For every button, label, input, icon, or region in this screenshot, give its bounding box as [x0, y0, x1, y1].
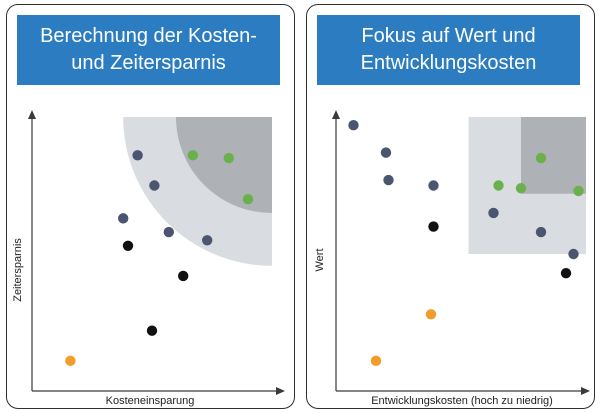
x-axis-arrow — [276, 387, 285, 395]
scatter-plot-right: Entwicklungskosten (hoch zu niedrig) Wer… — [314, 110, 590, 407]
y-axis-label: Zeitersparnis — [12, 238, 24, 302]
data-point-green — [187, 150, 198, 161]
data-point-orange — [425, 309, 437, 320]
data-point-black — [178, 270, 189, 282]
scatter-plot-left: Kosteneinsparung Zeitersparnis — [12, 110, 285, 407]
panel-title-line-2: Entwicklungskosten — [360, 52, 537, 74]
data-point-green — [242, 194, 254, 205]
data-point-black — [146, 325, 158, 336]
panel-title-line-1: Berechnung der Kosten- — [40, 25, 257, 47]
panel-title-banner: Fokus auf Wert und Entwicklungskosten — [317, 15, 580, 85]
data-point-orange — [65, 355, 76, 367]
data-point-black — [122, 240, 134, 251]
data-point-slate — [535, 226, 547, 238]
x-axis-label: Entwicklungskosten (hoch zu niedrig) — [371, 395, 553, 407]
data-point-slate — [118, 213, 129, 224]
data-point-green — [515, 183, 527, 194]
data-point-green — [223, 152, 234, 164]
data-point-slate — [428, 180, 439, 191]
data-point-slate — [380, 147, 392, 158]
panel-title-line-2: und Zeitersparnis — [71, 52, 226, 74]
data-point-slate — [132, 150, 143, 161]
data-point-slate — [163, 226, 174, 238]
panel-right: Fokus auf Wert und Entwicklungskosten En… — [306, 4, 595, 409]
data-point-slate — [202, 235, 213, 246]
x-axis-label: Kosteneinsparung — [106, 395, 195, 407]
panel-left: Berechnung der Kosten- und Zeitersparnis… — [6, 4, 295, 409]
data-point-green — [493, 180, 504, 191]
y-axis-arrow — [28, 110, 36, 119]
y-axis-label: Wert — [314, 248, 326, 271]
data-point-orange — [370, 355, 382, 367]
x-axis-arrow — [581, 387, 590, 395]
panel-title-line-1: Fokus auf Wert und — [361, 25, 536, 47]
panel-title-banner: Berechnung der Kosten- und Zeitersparnis — [17, 15, 280, 85]
data-point-slate — [149, 180, 160, 191]
data-point-slate — [348, 120, 359, 131]
data-point-slate — [568, 248, 579, 260]
data-point-green — [573, 185, 584, 197]
y-axis-arrow — [332, 110, 340, 119]
data-point-black — [560, 267, 572, 279]
data-point-slate — [488, 207, 499, 219]
data-point-black — [428, 221, 439, 232]
data-point-slate — [383, 174, 394, 186]
data-point-green — [535, 152, 547, 164]
highlight-zone-inner — [176, 117, 272, 213]
highlight-zone-inner — [521, 117, 586, 194]
